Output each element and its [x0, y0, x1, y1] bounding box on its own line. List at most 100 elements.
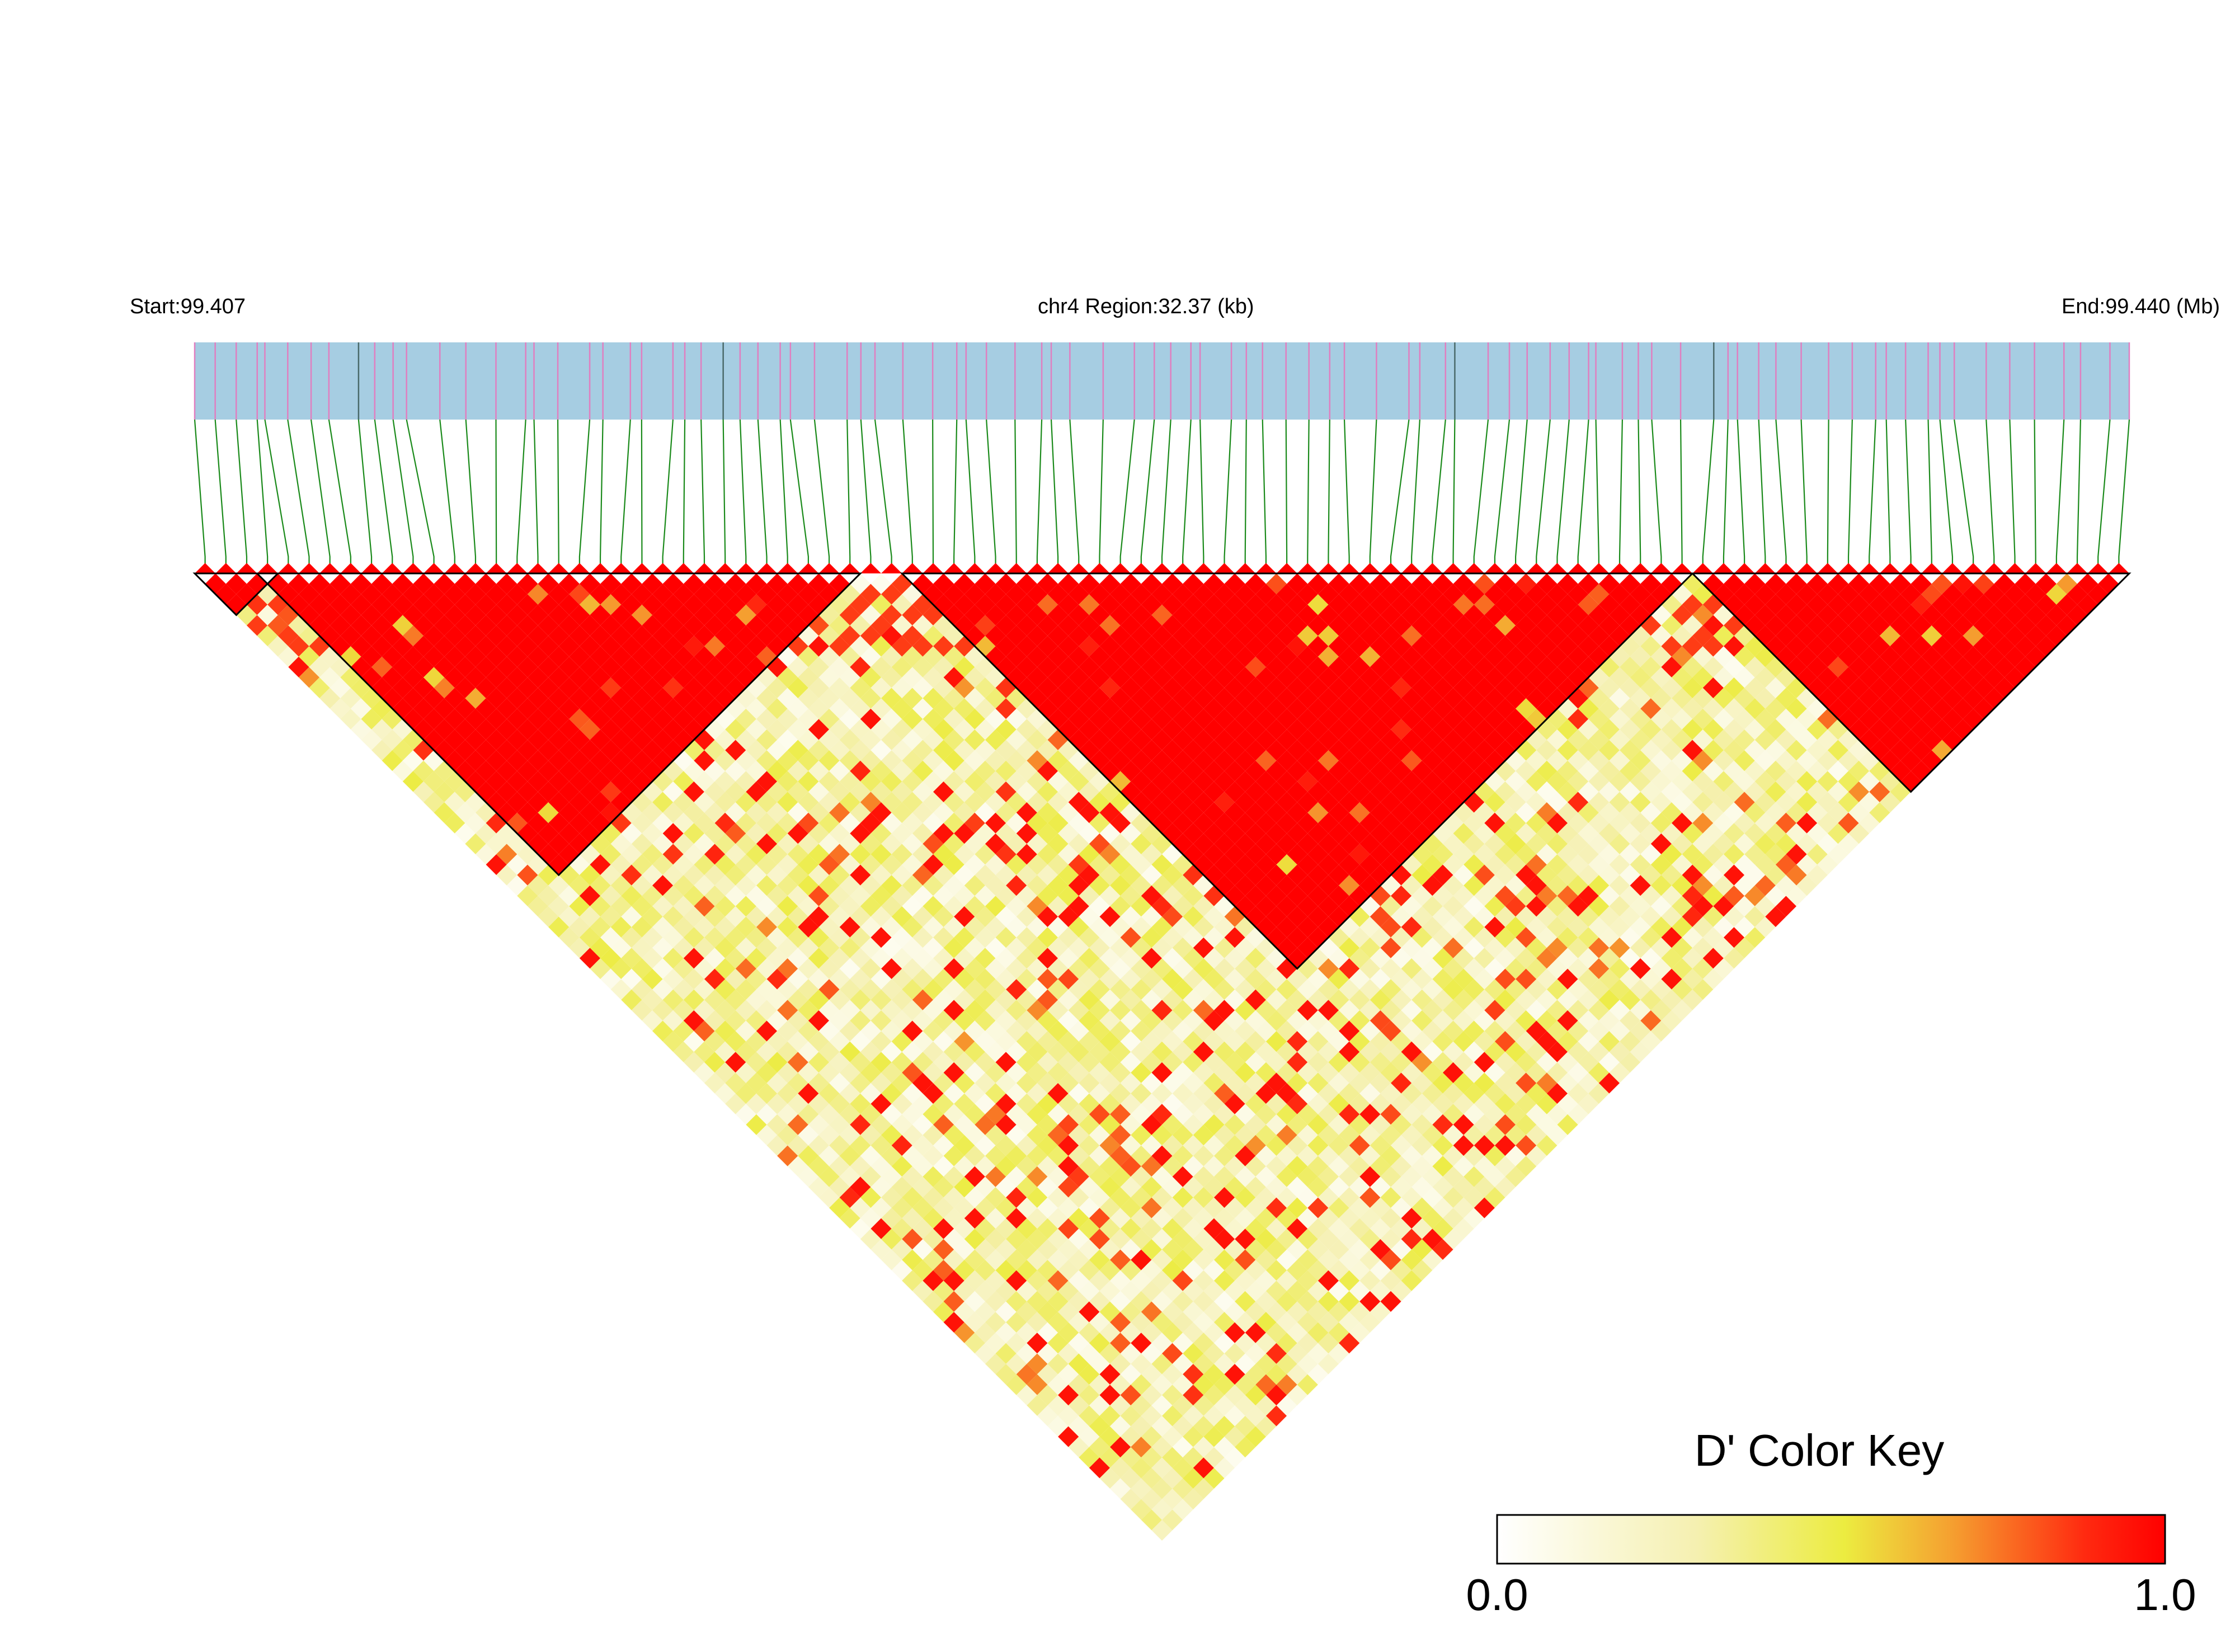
ld-cell [683, 802, 704, 823]
ld-cell [538, 677, 559, 699]
ld-cell [995, 823, 1017, 844]
ld-cell [1806, 760, 1828, 782]
ld-cell [1359, 1020, 1381, 1042]
ld-cell [1172, 833, 1193, 854]
ld-cell [1620, 1010, 1641, 1032]
ld-cell [1474, 656, 1495, 677]
ld-cell [454, 802, 476, 823]
ld-cell [1806, 802, 1828, 823]
ld-cell [1089, 1104, 1111, 1125]
ld-cell [1391, 1260, 1412, 1281]
ld-cell [1391, 698, 1412, 719]
ld-cell [1817, 625, 1838, 647]
ld-cell [1442, 583, 1464, 605]
ld-cell [382, 667, 403, 688]
ld-cell [527, 646, 549, 667]
ld-cell [1213, 937, 1235, 958]
ld-cell [350, 594, 372, 615]
ld-cell [850, 802, 871, 823]
ld-cell [1453, 948, 1474, 969]
ld-cell [1099, 1467, 1121, 1489]
ld-cell [1235, 604, 1256, 625]
ld-cell [1213, 854, 1235, 876]
ld-cell [798, 937, 819, 958]
ld-tip [1609, 563, 1630, 573]
ld-cell [735, 1062, 756, 1083]
ld-cell [871, 1135, 892, 1156]
ld-cell [1235, 688, 1256, 709]
ld-cell [995, 1010, 1017, 1032]
ld-cell [1037, 1343, 1058, 1364]
ld-cell [756, 958, 778, 980]
ld-cell [985, 979, 1006, 1000]
ld-cell [1359, 1062, 1381, 1083]
ld-cell [1110, 1229, 1131, 1250]
ld-cell [1900, 583, 1922, 605]
ld-cell [1027, 1249, 1048, 1270]
ld-cell [1952, 573, 1974, 595]
ld-cell [538, 615, 559, 636]
ld-cell [475, 802, 497, 823]
ld-cell [1193, 1415, 1214, 1437]
ld-cell [1411, 948, 1433, 969]
snp-connector [256, 419, 269, 573]
ld-cell [1287, 864, 1308, 886]
ld-cell [954, 1260, 975, 1281]
ld-cell [766, 885, 788, 906]
ld-cell [558, 823, 580, 844]
ld-cell [444, 750, 465, 771]
snp-connector [1161, 419, 1171, 573]
ld-cell [454, 656, 476, 677]
ld-cell [1099, 636, 1121, 657]
ld-cell [943, 937, 964, 958]
ld-cell [1921, 604, 1942, 625]
ld-cell [1172, 1062, 1193, 1083]
ld-cell [1671, 646, 1693, 667]
ld-cell [1474, 594, 1495, 615]
ld-cell [1671, 1000, 1693, 1021]
ld-cell [933, 989, 954, 1010]
ld-cell [1359, 771, 1381, 792]
ld-cell [548, 833, 570, 854]
ld-cell [1516, 1072, 1537, 1094]
ld-cell [1328, 594, 1349, 615]
ld-cell [1079, 1426, 1100, 1447]
ld-cell [871, 636, 892, 657]
ld-cell [766, 1052, 788, 1073]
ld-cell [1505, 792, 1526, 813]
ld-cell [610, 875, 632, 896]
ld-cell [1245, 698, 1266, 719]
ld-cell [590, 750, 611, 771]
ld-cell [891, 989, 912, 1010]
ld-tip [1442, 563, 1464, 573]
ld-cell [902, 1229, 923, 1250]
ld-cell [1848, 594, 1870, 615]
ld-cell [995, 1260, 1017, 1281]
ld-cell [881, 1145, 902, 1166]
ld-cell [1193, 958, 1214, 980]
ld-cell [1245, 1052, 1266, 1073]
snp-connector [328, 419, 351, 573]
ld-cell [746, 948, 767, 969]
snp-connector [578, 419, 591, 573]
ld-cell [1276, 1229, 1297, 1250]
ld-cell [1245, 1156, 1266, 1177]
ld-cell [1401, 875, 1422, 896]
ld-cell [1879, 750, 1900, 771]
ld-cell [1037, 594, 1058, 615]
ld-cell [1224, 1072, 1245, 1094]
ld-cell [694, 1020, 715, 1042]
snp-connector [1494, 419, 1511, 573]
ld-cell [371, 594, 393, 615]
ld-cell [1016, 740, 1037, 761]
ld-cell [1287, 1031, 1308, 1052]
ld-cell [777, 604, 798, 625]
ld-cell [2067, 583, 2088, 605]
ld-cell [1245, 1405, 1266, 1427]
ld-cell [1775, 875, 1797, 896]
ld-cell [1702, 885, 1724, 906]
ld-cell [1505, 750, 1526, 771]
ld-cell [1432, 636, 1453, 657]
ld-cell [1307, 698, 1329, 719]
ld-cell [1359, 1249, 1381, 1270]
